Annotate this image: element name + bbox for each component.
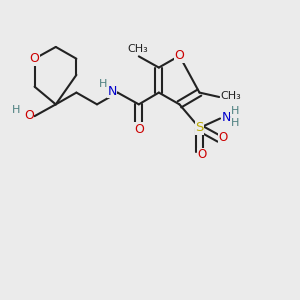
Text: CH₃: CH₃ xyxy=(221,91,242,100)
Text: O: O xyxy=(175,49,184,62)
Text: O: O xyxy=(218,131,227,144)
Text: N: N xyxy=(108,85,117,98)
Text: O: O xyxy=(24,109,34,122)
Text: H: H xyxy=(99,79,107,89)
Text: O: O xyxy=(30,52,40,65)
Text: S: S xyxy=(195,122,204,134)
Text: N: N xyxy=(221,111,231,124)
Text: CH₃: CH₃ xyxy=(127,44,148,54)
Text: H: H xyxy=(230,106,239,116)
Text: H: H xyxy=(230,118,239,128)
Text: H: H xyxy=(12,105,20,115)
Text: O: O xyxy=(134,123,144,136)
Text: O: O xyxy=(198,148,207,161)
